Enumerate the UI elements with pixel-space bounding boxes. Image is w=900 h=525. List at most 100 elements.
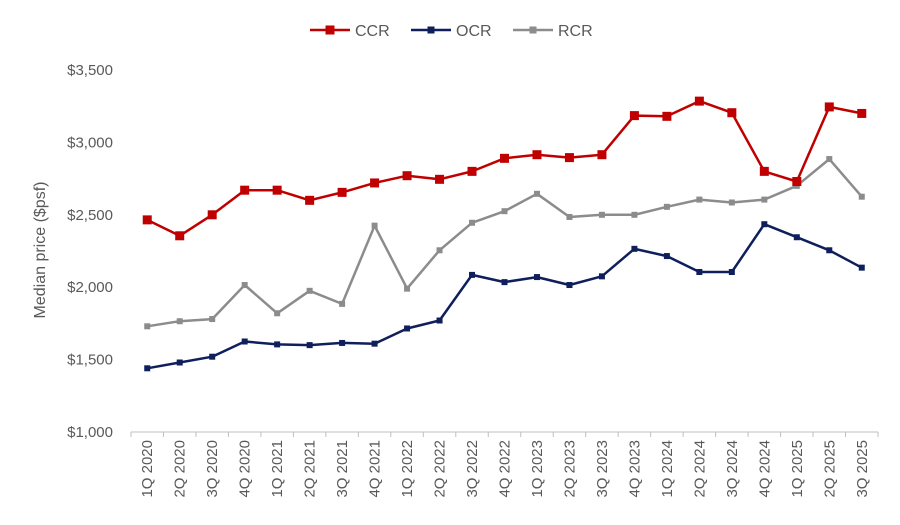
data-point-ccr — [175, 231, 185, 241]
x-tick-label: 4Q 2022 — [497, 440, 514, 498]
y-tick-label: $2,500 — [67, 207, 113, 224]
data-point-ccr — [694, 96, 704, 106]
data-point-ocr — [241, 338, 248, 345]
y-axis-ticks: $1,000 $1,500 $2,000 $2,500 $3,000 $3,500 — [67, 62, 113, 441]
data-point-rcr — [501, 208, 508, 215]
data-point-ccr — [597, 150, 607, 160]
x-tick-label: 1Q 2024 — [659, 440, 676, 498]
data-point-ccr — [337, 187, 347, 197]
data-point-rcr — [436, 247, 443, 254]
data-point-rcr — [663, 203, 670, 210]
x-tick-label: 4Q 2024 — [756, 440, 773, 498]
legend-marker-ocr — [427, 26, 435, 34]
data-point-ocr — [339, 339, 346, 346]
x-tick-label: 3Q 2022 — [464, 440, 481, 498]
y-tick-label: $3,500 — [67, 62, 113, 79]
data-point-rcr — [533, 190, 540, 197]
data-point-rcr — [209, 316, 216, 323]
x-tick-label: 2Q 2021 — [302, 440, 319, 498]
x-tick-label: 2Q 2020 — [172, 440, 189, 498]
data-point-ocr — [144, 365, 151, 372]
x-axis-ticks: 1Q 2020 2Q 2020 3Q 2020 4Q 2020 1Q 2021 2Q 20… — [130, 432, 879, 498]
y-tick-label: $2,000 — [67, 279, 113, 296]
data-point-ocr — [274, 341, 281, 348]
legend-label-rcr: RCR — [558, 23, 593, 40]
data-point-rcr — [598, 211, 605, 218]
series-ccr — [142, 96, 867, 241]
data-point-rcr — [371, 222, 378, 229]
data-point-rcr — [566, 213, 573, 220]
data-point-ocr — [469, 271, 476, 278]
legend-item-ccr: CCR — [310, 23, 390, 40]
data-point-ocr — [793, 234, 800, 241]
x-tick-label: 4Q 2020 — [237, 440, 254, 498]
x-tick-label: 1Q 2020 — [139, 440, 156, 498]
data-point-ccr — [662, 111, 672, 121]
y-tick-label: $1,000 — [67, 424, 113, 441]
data-point-ccr — [240, 185, 250, 195]
data-point-rcr — [826, 156, 833, 163]
x-tick-label: 3Q 2021 — [334, 440, 351, 498]
x-tick-label: 2Q 2023 — [561, 440, 578, 498]
series-ocr — [144, 221, 865, 372]
data-point-ccr — [272, 185, 282, 195]
y-tick-label: $3,000 — [67, 134, 113, 151]
x-tick-label: 2Q 2024 — [691, 440, 708, 498]
x-tick-label: 3Q 2024 — [724, 440, 741, 498]
data-point-ocr — [761, 221, 768, 228]
data-point-rcr — [631, 211, 638, 218]
data-point-ocr — [696, 268, 703, 275]
data-point-ocr — [631, 245, 638, 252]
series-rcr — [144, 156, 865, 330]
legend-label-ocr: OCR — [456, 23, 492, 40]
data-point-rcr — [761, 196, 768, 203]
data-point-ocr — [371, 340, 378, 347]
data-point-ccr — [532, 150, 542, 160]
legend-item-ocr: OCR — [411, 23, 492, 40]
legend-marker-rcr — [529, 26, 537, 34]
data-point-rcr — [469, 219, 476, 226]
x-tick-label: 1Q 2022 — [399, 440, 416, 498]
x-tick-label: 3Q 2025 — [854, 440, 871, 498]
legend-marker-ccr — [325, 25, 335, 35]
data-point-ccr — [467, 166, 477, 176]
data-point-rcr — [241, 282, 248, 289]
data-point-ccr — [629, 111, 639, 121]
series-line-rcr — [147, 157, 863, 328]
data-point-ccr — [402, 171, 412, 181]
x-tick-label: 4Q 2023 — [626, 440, 643, 498]
data-point-ccr — [727, 108, 737, 118]
data-point-ocr — [209, 353, 216, 360]
data-point-ccr — [792, 176, 802, 186]
x-tick-label: 3Q 2020 — [204, 440, 221, 498]
data-point-rcr — [404, 285, 411, 292]
data-point-rcr — [176, 318, 183, 325]
data-point-ocr — [858, 264, 865, 271]
x-tick-label: 4Q 2021 — [367, 440, 384, 498]
series-line-ocr — [146, 222, 863, 370]
data-point-ccr — [564, 153, 574, 163]
data-point-rcr — [696, 196, 703, 203]
x-tick-label: 2Q 2025 — [821, 440, 838, 498]
data-point-ccr — [435, 174, 445, 184]
x-tick-label: 1Q 2021 — [269, 440, 286, 498]
data-point-ccr — [824, 102, 834, 112]
data-point-ocr — [728, 268, 735, 275]
data-point-ccr — [759, 166, 769, 176]
series-group — [142, 96, 867, 372]
data-point-rcr — [144, 323, 151, 330]
chart-legend: CCR OCR RCR — [310, 23, 593, 40]
data-point-ocr — [404, 325, 411, 332]
data-point-ocr — [566, 282, 573, 289]
data-point-ocr — [598, 273, 605, 280]
data-point-ocr — [826, 247, 833, 254]
data-point-ccr — [857, 108, 867, 118]
legend-label-ccr: CCR — [355, 23, 390, 40]
series-line-ccr — [146, 99, 863, 238]
x-tick-label: 1Q 2023 — [529, 440, 546, 498]
data-point-ccr — [207, 210, 217, 220]
data-point-ccr — [370, 178, 380, 188]
y-tick-label: $1,500 — [67, 352, 113, 369]
legend-item-rcr: RCR — [513, 23, 593, 40]
